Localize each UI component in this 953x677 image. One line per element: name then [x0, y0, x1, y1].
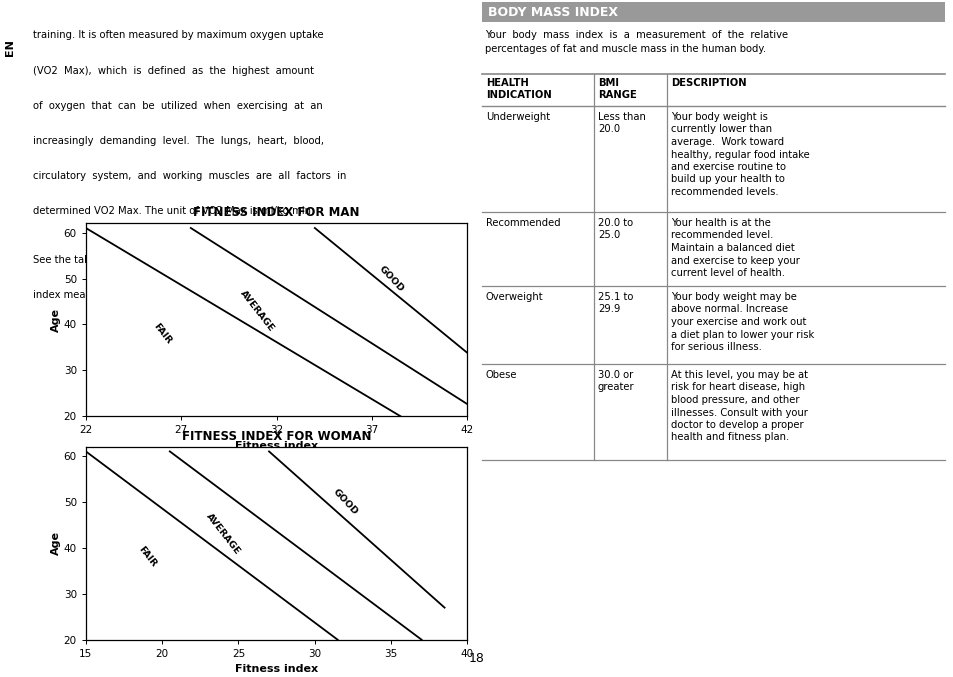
Text: above normal. Increase: above normal. Increase	[670, 305, 787, 315]
Text: Your health is at the: Your health is at the	[670, 218, 770, 228]
Text: increasingly  demanding  level.  The  lungs,  heart,  blood,: increasingly demanding level. The lungs,…	[32, 136, 324, 146]
Text: 29.9: 29.9	[598, 305, 619, 315]
Text: 20.0 to: 20.0 to	[598, 218, 633, 228]
Text: Obese: Obese	[485, 370, 517, 380]
Y-axis label: Age: Age	[51, 531, 61, 555]
Text: for serious illness.: for serious illness.	[670, 342, 761, 352]
Text: Underweight: Underweight	[485, 112, 550, 122]
Text: AVERAGE: AVERAGE	[238, 288, 276, 333]
Text: current level of health.: current level of health.	[670, 268, 784, 278]
Text: percentages of fat and muscle mass in the human body.: percentages of fat and muscle mass in th…	[484, 44, 765, 54]
Text: doctor to develop a proper: doctor to develop a proper	[670, 420, 802, 430]
Text: DESCRIPTION: DESCRIPTION	[670, 78, 746, 88]
Text: circulatory  system,  and  working  muscles  are  all  factors  in: circulatory system, and working muscles …	[32, 171, 346, 181]
Text: and exercise routine to: and exercise routine to	[670, 162, 785, 172]
Text: your exercise and work out: your exercise and work out	[670, 317, 805, 327]
Text: illnesses. Consult with your: illnesses. Consult with your	[670, 408, 807, 418]
Text: health and fitness plan.: health and fitness plan.	[670, 433, 788, 443]
Text: Maintain a balanced diet: Maintain a balanced diet	[670, 243, 794, 253]
Text: a diet plan to lower your risk: a diet plan to lower your risk	[670, 330, 814, 339]
Text: determined VO2 Max. The unit of VO2 Max is ml/kg min.: determined VO2 Max. The unit of VO2 Max …	[32, 206, 314, 217]
Text: of  oxygen  that  can  be  utilized  when  exercising  at  an: of oxygen that can be utilized when exer…	[32, 101, 322, 111]
Text: GOOD: GOOD	[331, 487, 359, 517]
Text: RANGE: RANGE	[598, 90, 636, 100]
Text: HEALTH: HEALTH	[485, 78, 528, 88]
Text: blood pressure, and other: blood pressure, and other	[670, 395, 799, 405]
Text: risk for heart disease, high: risk for heart disease, high	[670, 383, 804, 393]
Text: recommended level.: recommended level.	[670, 230, 773, 240]
Text: AVERAGE: AVERAGE	[204, 512, 242, 556]
Text: average.  Work toward: average. Work toward	[670, 137, 783, 147]
Text: See the tables below for a rough guide to what your fitness: See the tables below for a rough guide t…	[32, 255, 329, 265]
Text: FAIR: FAIR	[136, 545, 157, 569]
Title: FITNESS INDEX FOR WOMAN: FITNESS INDEX FOR WOMAN	[182, 430, 371, 443]
Text: BODY MASS INDEX: BODY MASS INDEX	[488, 5, 618, 18]
Text: build up your health to: build up your health to	[670, 175, 784, 185]
Text: 25.0: 25.0	[598, 230, 619, 240]
Text: 18: 18	[469, 652, 484, 665]
Text: At this level, you may be at: At this level, you may be at	[670, 370, 807, 380]
Text: 25.1 to: 25.1 to	[598, 292, 633, 302]
Text: recommended levels.: recommended levels.	[670, 187, 778, 197]
Text: Overweight: Overweight	[485, 292, 543, 302]
Text: Your  body  mass  index  is  a  measurement  of  the  relative: Your body mass index is a measurement of…	[484, 30, 787, 40]
Text: GOOD: GOOD	[376, 264, 405, 293]
Text: 20.0: 20.0	[598, 125, 619, 135]
Y-axis label: Age: Age	[51, 308, 61, 332]
Text: greater: greater	[598, 383, 634, 393]
Text: FAIR: FAIR	[152, 322, 172, 346]
Text: EN: EN	[6, 39, 15, 56]
Text: currently lower than: currently lower than	[670, 125, 771, 135]
Title: FITNESS INDEX FOR MAN: FITNESS INDEX FOR MAN	[193, 206, 359, 219]
Text: 30.0 or: 30.0 or	[598, 370, 633, 380]
Text: Your body weight is: Your body weight is	[670, 112, 767, 122]
Text: Your body weight may be: Your body weight may be	[670, 292, 796, 302]
Text: BMI: BMI	[598, 78, 618, 88]
Text: training. It is often measured by maximum oxygen uptake: training. It is often measured by maximu…	[32, 30, 323, 41]
X-axis label: Fitness index: Fitness index	[234, 441, 318, 451]
Text: (VO2  Max),  which  is  defined  as  the  highest  amount: (VO2 Max), which is defined as the highe…	[32, 66, 314, 76]
Text: index means:: index means:	[32, 290, 100, 301]
Text: healthy, regular food intake: healthy, regular food intake	[670, 150, 809, 160]
Bar	[481, 2, 944, 22]
X-axis label: Fitness index: Fitness index	[234, 664, 318, 674]
Text: Less than: Less than	[598, 112, 645, 122]
Text: INDICATION: INDICATION	[485, 90, 551, 100]
Text: and exercise to keep your: and exercise to keep your	[670, 255, 799, 265]
Text: Recommended: Recommended	[485, 218, 560, 228]
